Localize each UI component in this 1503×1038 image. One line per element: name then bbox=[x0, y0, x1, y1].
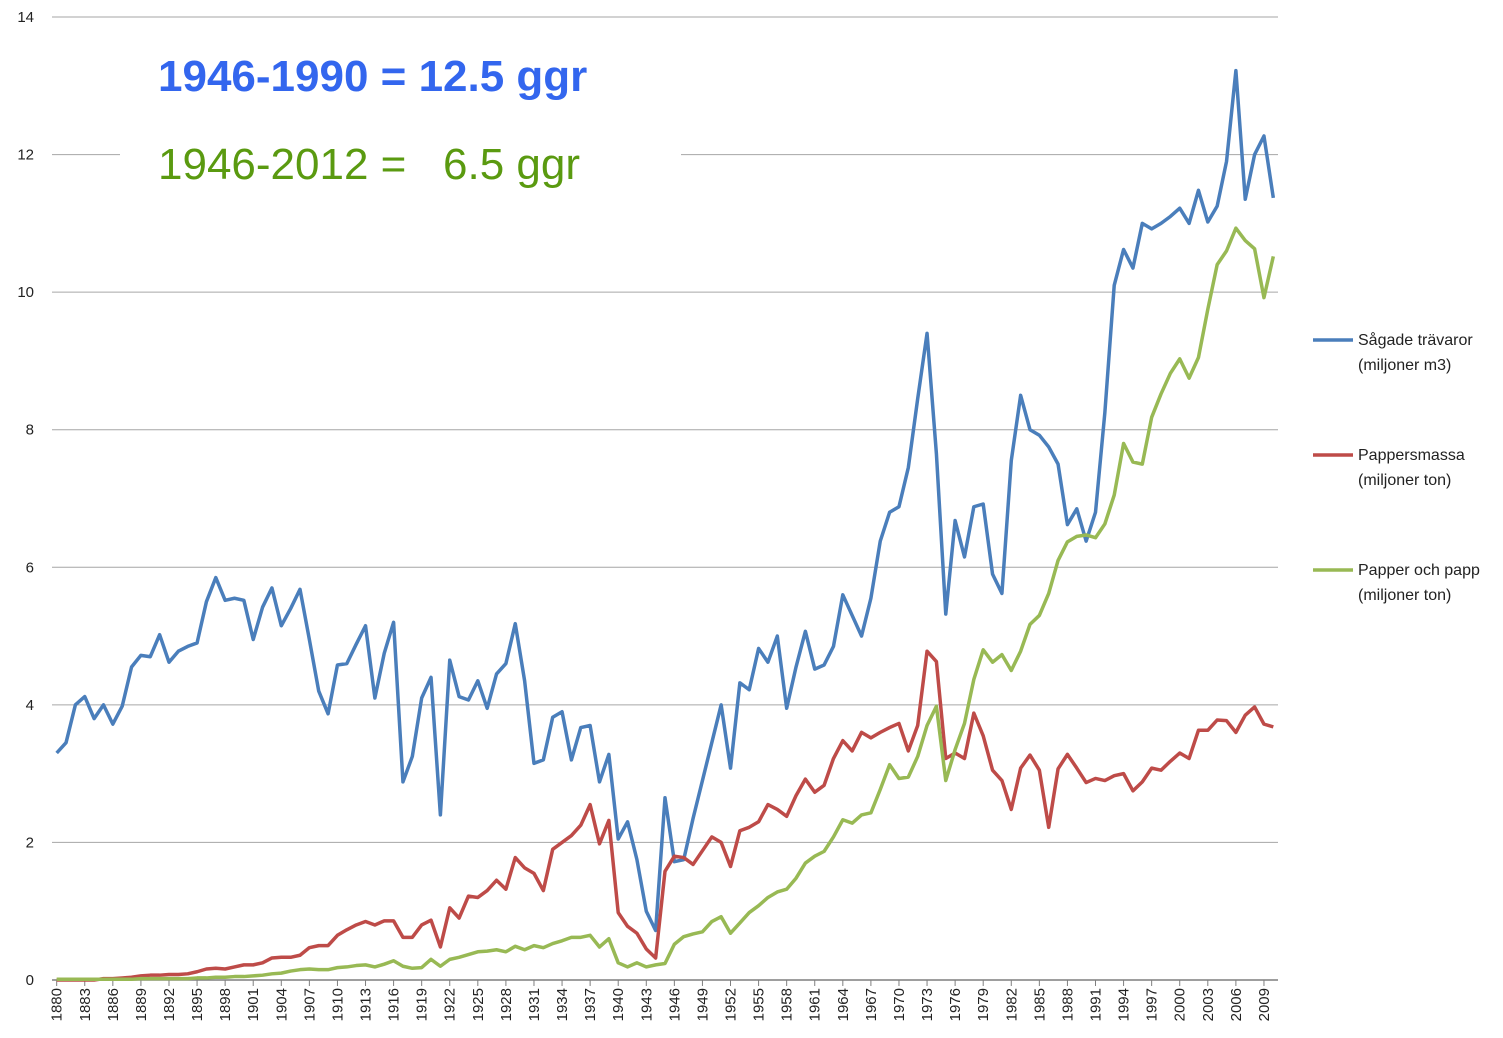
x-tick-label: 2003 bbox=[1200, 988, 1217, 1021]
x-tick-label: 1997 bbox=[1144, 988, 1161, 1021]
x-tick-label: 1982 bbox=[1003, 988, 1020, 1021]
x-tick-label: 1985 bbox=[1031, 988, 1048, 1021]
x-tick-label: 1994 bbox=[1116, 988, 1133, 1021]
annotation: 1946-2012 = 6.5 ggr bbox=[120, 140, 681, 190]
x-tick-label: 1973 bbox=[919, 988, 936, 1021]
x-tick-label: 1991 bbox=[1088, 988, 1105, 1021]
y-tick-label: 6 bbox=[26, 559, 34, 576]
x-tick-label: 1907 bbox=[301, 988, 318, 1021]
x-tick-label: 1889 bbox=[133, 988, 150, 1021]
x-tick-label: 1961 bbox=[807, 988, 824, 1021]
x-tick-label: 1883 bbox=[77, 988, 94, 1021]
x-tick-label: 1913 bbox=[358, 988, 375, 1021]
x-tick-label: 1919 bbox=[414, 988, 431, 1021]
x-tick-label: 1928 bbox=[498, 988, 515, 1021]
x-tick-label: 1979 bbox=[975, 988, 992, 1021]
y-tick-label: 8 bbox=[26, 422, 34, 439]
x-tick-label: 1970 bbox=[891, 988, 908, 1021]
x-tick-label: 1967 bbox=[863, 988, 880, 1021]
y-tick-label: 12 bbox=[17, 147, 34, 164]
x-tick-label: 1901 bbox=[245, 988, 262, 1021]
x-tick-label: 1988 bbox=[1059, 988, 1076, 1021]
x-tick-label: 1895 bbox=[189, 988, 206, 1021]
x-tick-label: 2009 bbox=[1256, 988, 1273, 1021]
x-tick-label: 2000 bbox=[1172, 988, 1189, 1021]
x-tick-label: 1952 bbox=[723, 988, 740, 1021]
y-tick-label: 14 bbox=[17, 9, 34, 26]
x-tick-label: 1910 bbox=[329, 988, 346, 1021]
x-tick-label: 1958 bbox=[779, 988, 796, 1021]
x-tick-label: 1931 bbox=[526, 988, 543, 1021]
legend-label: Sågade trävaror (miljoner m3) bbox=[1358, 332, 1473, 374]
x-tick-label: 1964 bbox=[835, 988, 852, 1021]
x-tick-label: 1937 bbox=[582, 988, 599, 1021]
series-line bbox=[55, 68, 1276, 933]
x-tick-label: 1946 bbox=[666, 988, 683, 1021]
y-tick-label: 4 bbox=[26, 697, 34, 714]
x-tick-label: 1940 bbox=[610, 988, 627, 1021]
x-tick-label: 1892 bbox=[161, 988, 178, 1021]
x-tick-label: 1934 bbox=[554, 988, 571, 1021]
y-tick-label: 10 bbox=[17, 284, 34, 301]
x-tick-label: 1949 bbox=[694, 988, 711, 1021]
y-tick-label: 0 bbox=[26, 972, 34, 989]
x-tick-label: 2006 bbox=[1228, 988, 1245, 1021]
annotation: 1946-1990 = 12.5 ggr bbox=[120, 52, 626, 102]
x-tick-label: 1916 bbox=[386, 988, 403, 1021]
x-tick-label: 1886 bbox=[105, 988, 122, 1021]
x-tick-label: 1898 bbox=[217, 988, 234, 1021]
series-line bbox=[56, 226, 1276, 982]
x-tick-label: 1943 bbox=[638, 988, 655, 1021]
x-tick-label: 1976 bbox=[947, 988, 964, 1021]
legend-label: Papper och papp (miljoner ton) bbox=[1358, 562, 1480, 604]
legend-label: Pappersmassa (miljoner ton) bbox=[1358, 447, 1465, 489]
x-tick-label: 1880 bbox=[49, 988, 66, 1021]
x-tick-label: 1925 bbox=[470, 988, 487, 1021]
series-line bbox=[56, 649, 1274, 982]
x-tick-label: 1955 bbox=[751, 988, 768, 1021]
x-tick-label: 1922 bbox=[442, 988, 459, 1021]
x-tick-label: 1904 bbox=[273, 988, 290, 1021]
y-tick-label: 2 bbox=[26, 834, 34, 851]
